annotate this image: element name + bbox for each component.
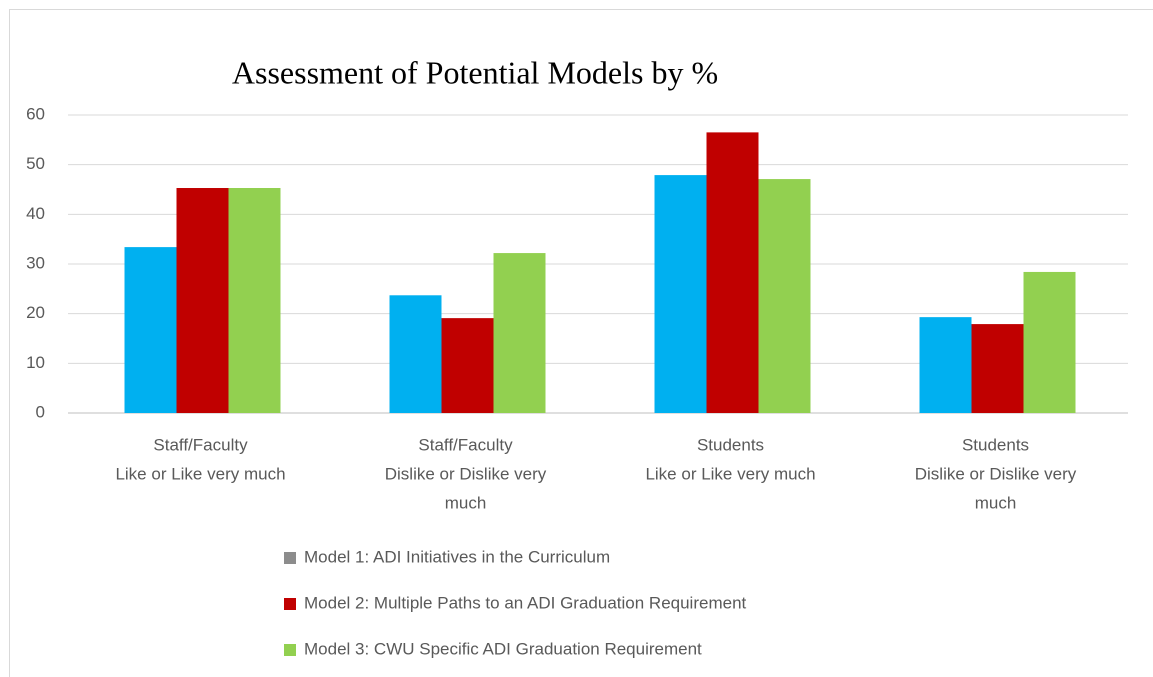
y-tick-label: 50 <box>26 154 45 173</box>
legend-swatch <box>284 552 296 564</box>
bar <box>654 175 707 413</box>
y-tick-label: 0 <box>36 402 45 421</box>
x-tick-label: Students <box>697 435 764 454</box>
y-tick-label: 60 <box>26 104 45 123</box>
y-tick-label: 20 <box>26 303 45 322</box>
y-tick-label: 10 <box>26 353 45 372</box>
chart-title: Assessment of Potential Models by % <box>232 54 718 90</box>
bar <box>758 179 811 413</box>
x-tick-label: Staff/Faculty <box>418 435 513 454</box>
chart-frame <box>9 9 1153 677</box>
legend-label: Model 3: CWU Specific ADI Graduation Req… <box>304 639 702 658</box>
x-tick-label: much <box>975 493 1017 512</box>
x-tick-label: Like or Like very much <box>115 464 285 483</box>
bar <box>971 324 1024 413</box>
legend-swatch <box>284 598 296 610</box>
bar <box>1023 271 1076 413</box>
bar <box>493 253 546 413</box>
y-tick-label: 30 <box>26 253 45 272</box>
bar <box>124 247 177 413</box>
x-tick-label: Dislike or Dislike very <box>915 464 1077 483</box>
x-tick-label: Staff/Faculty <box>153 435 248 454</box>
x-tick-label: Like or Like very much <box>645 464 815 483</box>
legend-label: Model 2: Multiple Paths to an ADI Gradua… <box>304 593 747 612</box>
x-tick-label: Dislike or Dislike very <box>385 464 547 483</box>
legend-label: Model 1: ADI Initiatives in the Curricul… <box>304 547 610 566</box>
bar <box>176 188 229 413</box>
bar <box>389 295 442 413</box>
x-tick-label: much <box>445 493 487 512</box>
bar <box>228 188 281 413</box>
bar <box>919 317 972 413</box>
bar <box>441 318 494 413</box>
x-tick-label: Students <box>962 435 1029 454</box>
y-tick-label: 40 <box>26 204 45 223</box>
legend-swatch <box>284 644 296 656</box>
bar <box>706 132 759 413</box>
